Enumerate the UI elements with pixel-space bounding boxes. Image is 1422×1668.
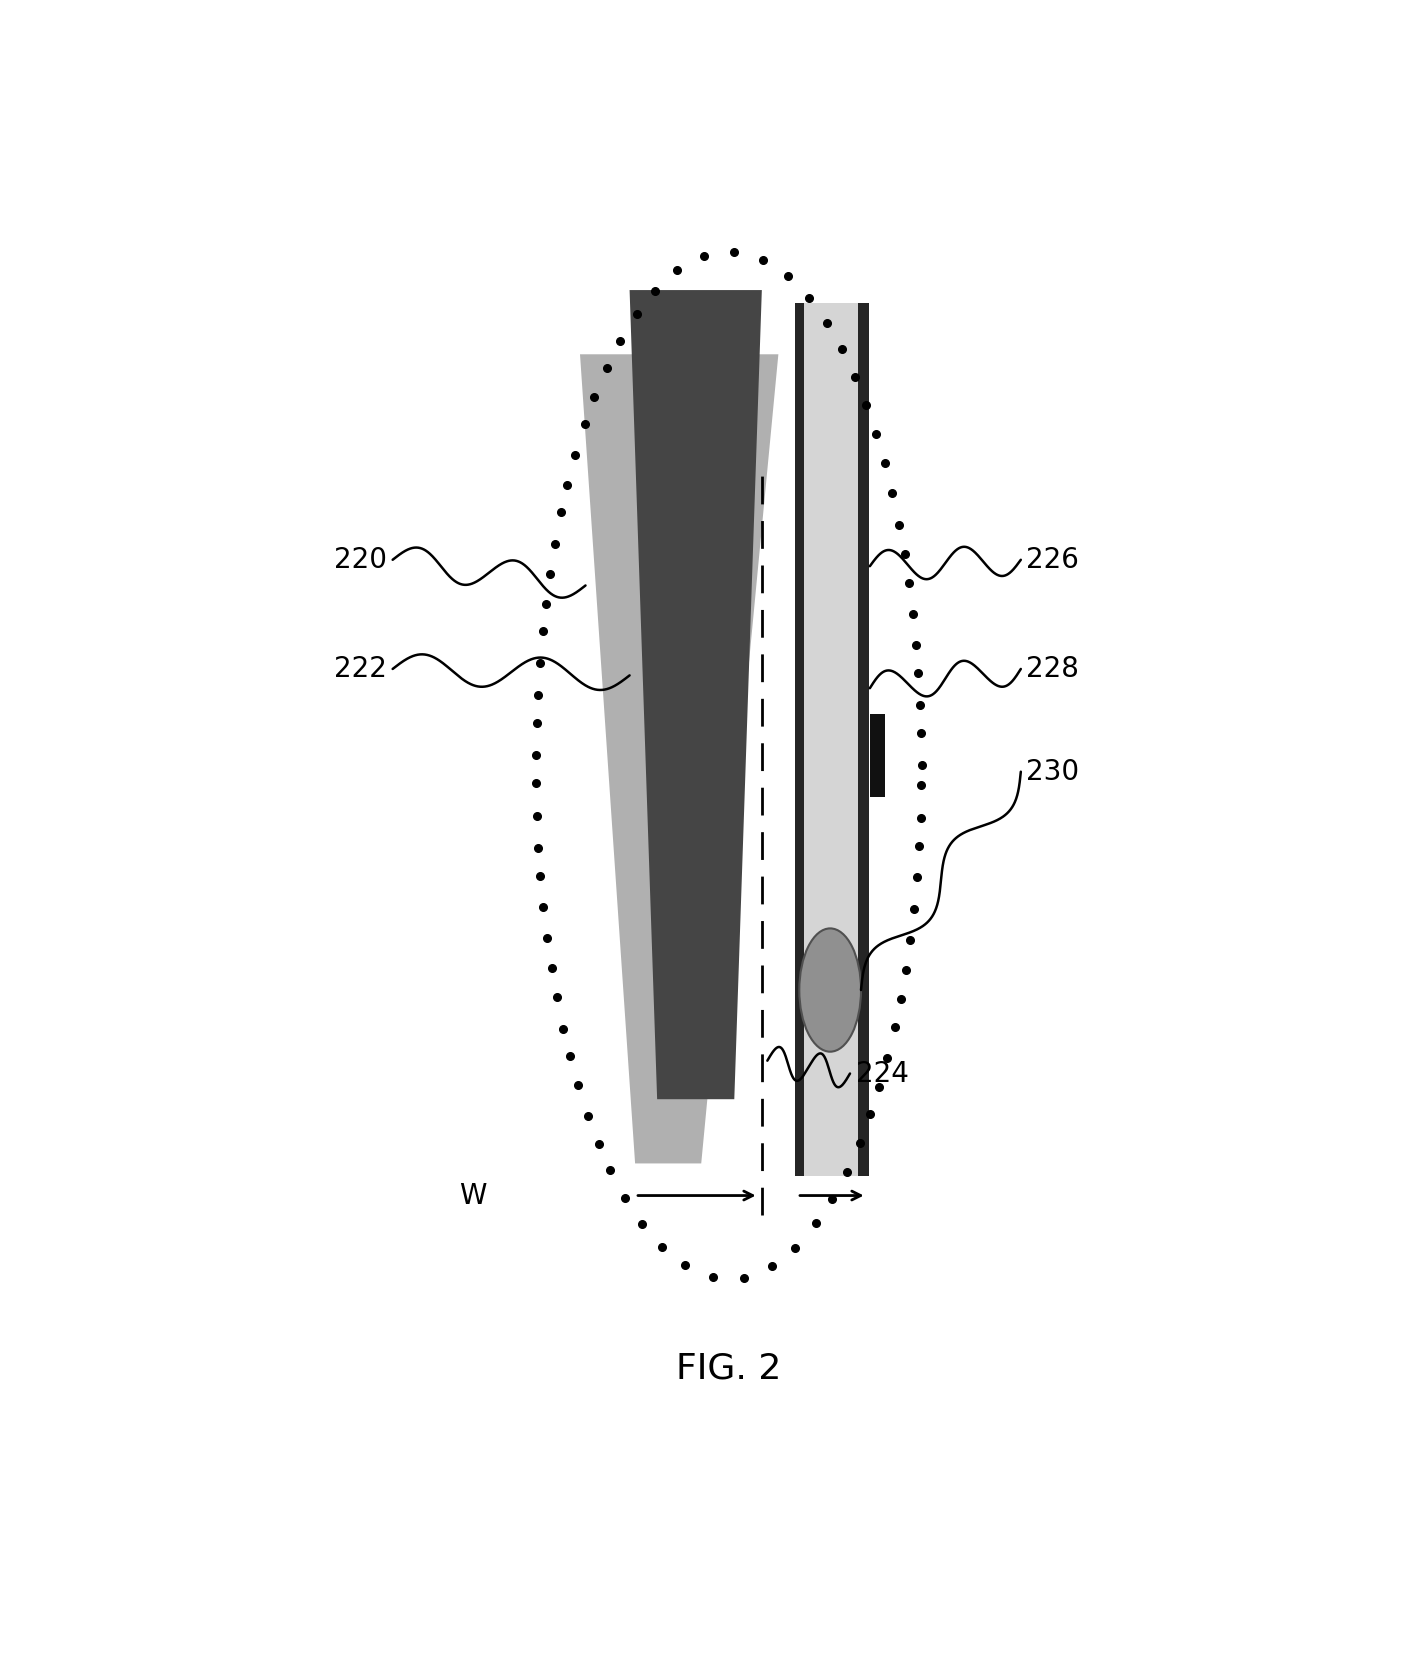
Polygon shape	[630, 290, 762, 1099]
Text: 220: 220	[334, 545, 387, 574]
Text: W: W	[459, 1181, 486, 1209]
Polygon shape	[795, 304, 803, 1176]
Polygon shape	[857, 304, 869, 1176]
Text: 224: 224	[856, 1059, 909, 1088]
Ellipse shape	[799, 929, 860, 1053]
Text: 226: 226	[1027, 545, 1079, 574]
Text: 228: 228	[1027, 656, 1079, 682]
Text: 222: 222	[334, 656, 387, 682]
Text: FIG. 2: FIG. 2	[675, 1353, 782, 1386]
Polygon shape	[580, 354, 778, 1164]
Polygon shape	[801, 304, 860, 1176]
Polygon shape	[870, 714, 886, 797]
Text: 230: 230	[1027, 757, 1079, 786]
